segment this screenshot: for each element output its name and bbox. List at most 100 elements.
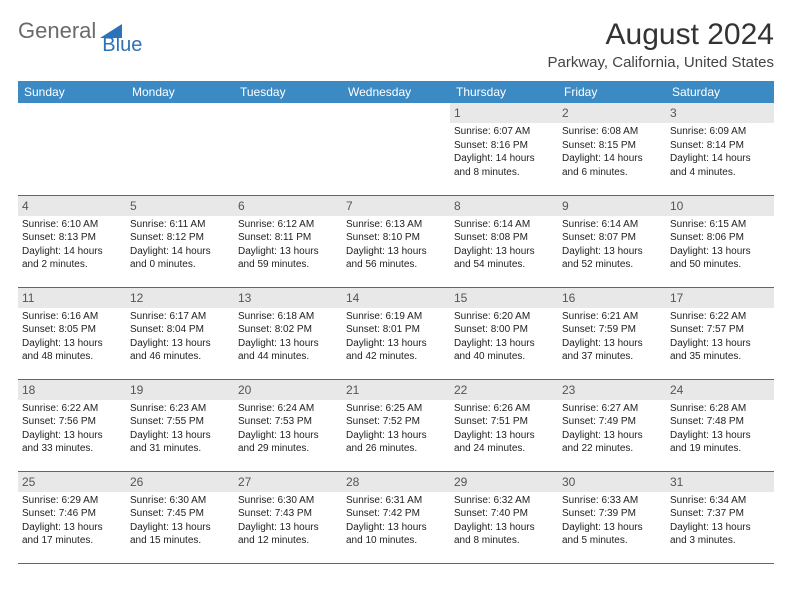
calendar-cell: 1Sunrise: 6:07 AMSunset: 8:16 PMDaylight… xyxy=(450,103,558,195)
cell-text-line: Daylight: 13 hours and 50 minutes. xyxy=(670,245,770,272)
calendar-cell: 11Sunrise: 6:16 AMSunset: 8:05 PMDayligh… xyxy=(18,287,126,379)
calendar-cell: 3Sunrise: 6:09 AMSunset: 8:14 PMDaylight… xyxy=(666,103,774,195)
cell-text-line: Daylight: 13 hours and 8 minutes. xyxy=(454,521,554,548)
calendar-cell: 25Sunrise: 6:29 AMSunset: 7:46 PMDayligh… xyxy=(18,471,126,563)
calendar-cell: 28 Sunrise: 6:31 AMSunset: 7:42 PMDayligh… xyxy=(342,471,450,563)
cell-text-line: Sunrise: 6:09 AM xyxy=(670,125,770,139)
day-header: Sunday xyxy=(18,81,126,103)
date-number: 14 xyxy=(342,288,450,308)
cell-text-line: Sunrise: 6:15 AM xyxy=(670,218,770,232)
cell-text-line: Daylight: 13 hours and 10 minutes. xyxy=(346,521,446,548)
cell-text-line: Sunset: 8:02 PM xyxy=(238,323,338,337)
cell-text-line: Sunset: 8:07 PM xyxy=(562,231,662,245)
date-number: 6 xyxy=(234,196,342,216)
cell-text-line: Sunset: 7:42 PM xyxy=(346,507,446,521)
calendar-cell: 6Sunrise: 6:12 AMSunset: 8:11 PMDaylight… xyxy=(234,195,342,287)
calendar-cell xyxy=(18,103,126,195)
date-number: 15 xyxy=(450,288,558,308)
cell-text-line: Sunset: 8:13 PM xyxy=(22,231,122,245)
calendar-cell: 15Sunrise: 6:20 AMSunset: 8:00 PMDayligh… xyxy=(450,287,558,379)
date-number: 26 xyxy=(126,472,234,492)
date-number: 28 xyxy=(342,472,450,492)
cell-text-line: Daylight: 13 hours and 48 minutes. xyxy=(22,337,122,364)
calendar-cell: 24 Sunrise: 6:28 AMSunset: 7:48 PMDayligh… xyxy=(666,379,774,471)
cell-text-line: Daylight: 13 hours and 5 minutes. xyxy=(562,521,662,548)
cell-text-line: Daylight: 13 hours and 42 minutes. xyxy=(346,337,446,364)
calendar-cell xyxy=(342,103,450,195)
cell-text-line: Sunset: 7:40 PM xyxy=(454,507,554,521)
cell-text-line: Sunrise: 6:31 AM xyxy=(346,494,446,508)
cell-text-line: Sunrise: 6:30 AM xyxy=(238,494,338,508)
title-block: August 2024 Parkway, California, United … xyxy=(548,18,775,71)
cell-text-line: Sunset: 7:46 PM xyxy=(22,507,122,521)
cell-text-line: Sunset: 7:48 PM xyxy=(670,415,770,429)
calendar-cell: 29Sunrise: 6:32 AMSunset: 7:40 PMDayligh… xyxy=(450,471,558,563)
cell-text-line: Sunset: 8:06 PM xyxy=(670,231,770,245)
date-number: 8 xyxy=(450,196,558,216)
cell-text-line: Daylight: 13 hours and 17 minutes. xyxy=(22,521,122,548)
cell-text-line: Sunset: 8:05 PM xyxy=(22,323,122,337)
calendar-cell: 20Sunrise: 6:24 AMSunset: 7:53 PMDayligh… xyxy=(234,379,342,471)
logo-text-blue: Blue xyxy=(102,34,142,57)
cell-text-line: Sunset: 8:15 PM xyxy=(562,139,662,153)
cell-text-line: Sunset: 7:53 PM xyxy=(238,415,338,429)
cell-text-line: Daylight: 13 hours and 54 minutes. xyxy=(454,245,554,272)
date-number: 2 xyxy=(558,103,666,123)
day-header: Saturday xyxy=(666,81,774,103)
cell-text-line: Sunset: 7:39 PM xyxy=(562,507,662,521)
cell-text-line: Sunrise: 6:17 AM xyxy=(130,310,230,324)
calendar-cell: 14Sunrise: 6:19 AMSunset: 8:01 PMDayligh… xyxy=(342,287,450,379)
cell-text-line: Sunrise: 6:13 AM xyxy=(346,218,446,232)
date-number: 9 xyxy=(558,196,666,216)
date-number: 23 xyxy=(558,380,666,400)
cell-text-line: Sunrise: 6:16 AM xyxy=(22,310,122,324)
date-number: 1 xyxy=(450,103,558,123)
cell-text-line: Sunrise: 6:19 AM xyxy=(346,310,446,324)
cell-text-line: Sunrise: 6:32 AM xyxy=(454,494,554,508)
cell-text-line: Daylight: 13 hours and 37 minutes. xyxy=(562,337,662,364)
date-number: 20 xyxy=(234,380,342,400)
day-header: Friday xyxy=(558,81,666,103)
calendar-cell: 2Sunrise: 6:08 AMSunset: 8:15 PMDaylight… xyxy=(558,103,666,195)
cell-text-line: Sunrise: 6:28 AM xyxy=(670,402,770,416)
calendar-cell: 19Sunrise: 6:23 AMSunset: 7:55 PMDayligh… xyxy=(126,379,234,471)
date-number: 12 xyxy=(126,288,234,308)
calendar-cell: 4Sunrise: 6:10 AMSunset: 8:13 PMDaylight… xyxy=(18,195,126,287)
day-header: Wednesday xyxy=(342,81,450,103)
cell-text-line: Sunrise: 6:27 AM xyxy=(562,402,662,416)
cell-text-line: Daylight: 13 hours and 52 minutes. xyxy=(562,245,662,272)
calendar-cell: 27Sunrise: 6:30 AMSunset: 7:43 PMDayligh… xyxy=(234,471,342,563)
calendar-cell: 5 Sunrise: 6:11 AMSunset: 8:12 PMDaylight… xyxy=(126,195,234,287)
date-number: 21 xyxy=(342,380,450,400)
cell-text-line: Sunrise: 6:11 AM xyxy=(130,218,230,232)
cell-text-line: Daylight: 13 hours and 40 minutes. xyxy=(454,337,554,364)
cell-text-line: Sunrise: 6:24 AM xyxy=(238,402,338,416)
date-number: 13 xyxy=(234,288,342,308)
date-number: 5 xyxy=(126,196,234,216)
calendar-week-row: 4Sunrise: 6:10 AMSunset: 8:13 PMDaylight… xyxy=(18,195,774,287)
cell-text-line: Daylight: 13 hours and 22 minutes. xyxy=(562,429,662,456)
cell-text-line: Daylight: 14 hours and 0 minutes. xyxy=(130,245,230,272)
calendar-cell: 10Sunrise: 6:15 AMSunset: 8:06 PMDayligh… xyxy=(666,195,774,287)
cell-text-line: Daylight: 13 hours and 26 minutes. xyxy=(346,429,446,456)
cell-text-line: Sunset: 7:37 PM xyxy=(670,507,770,521)
day-header: Thursday xyxy=(450,81,558,103)
cell-text-line: Daylight: 13 hours and 3 minutes. xyxy=(670,521,770,548)
cell-text-line: Sunset: 8:10 PM xyxy=(346,231,446,245)
day-header: Monday xyxy=(126,81,234,103)
cell-text-line: Daylight: 13 hours and 59 minutes. xyxy=(238,245,338,272)
cell-text-line: Sunrise: 6:14 AM xyxy=(454,218,554,232)
date-number: 24 xyxy=(666,380,774,400)
date-number: 31 xyxy=(666,472,774,492)
calendar-cell: 13Sunrise: 6:18 AMSunset: 8:02 PMDayligh… xyxy=(234,287,342,379)
cell-text-line: Sunrise: 6:07 AM xyxy=(454,125,554,139)
cell-text-line: Sunset: 7:51 PM xyxy=(454,415,554,429)
calendar-cell: 30Sunrise: 6:33 AMSunset: 7:39 PMDayligh… xyxy=(558,471,666,563)
cell-text-line: Sunset: 8:08 PM xyxy=(454,231,554,245)
cell-text-line: Daylight: 13 hours and 24 minutes. xyxy=(454,429,554,456)
cell-text-line: Sunset: 8:12 PM xyxy=(130,231,230,245)
calendar-cell: 12Sunrise: 6:17 AMSunset: 8:04 PMDayligh… xyxy=(126,287,234,379)
calendar-week-row: 25Sunrise: 6:29 AMSunset: 7:46 PMDayligh… xyxy=(18,471,774,563)
cell-text-line: Daylight: 13 hours and 19 minutes. xyxy=(670,429,770,456)
cell-text-line: Sunset: 7:57 PM xyxy=(670,323,770,337)
